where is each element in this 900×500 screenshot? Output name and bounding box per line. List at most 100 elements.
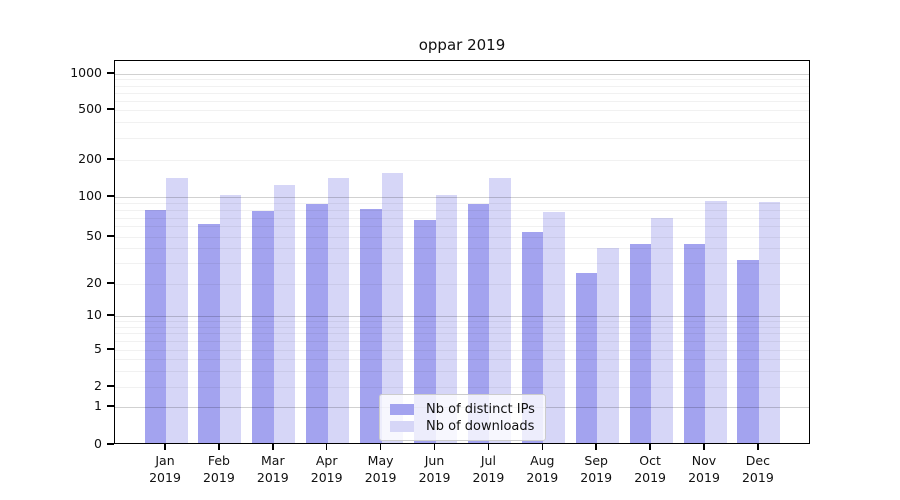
bar-distinct-ips: [144, 210, 166, 443]
x-axis-tick: [433, 444, 436, 450]
bar-downloads: [705, 201, 727, 443]
gridline-minor: [115, 85, 809, 87]
x-tick-label-line: Jun: [424, 453, 445, 468]
x-axis-tick: [487, 444, 490, 450]
chart-title: oppar 2019: [418, 36, 506, 54]
gridline-minor: [115, 79, 809, 81]
y-axis-tick: [107, 443, 114, 445]
y-axis-tick: [107, 195, 114, 197]
bar-distinct-ips: [414, 219, 436, 443]
x-tick-label: Jun 2019: [408, 452, 462, 486]
x-axis-tick: [379, 444, 382, 450]
x-tick-label-line: 2019: [688, 470, 720, 485]
legend-entry-distinct-ips: Nb of distinct IPs: [390, 401, 535, 417]
bar-distinct-ips: [306, 204, 328, 443]
x-tick-label-line: 2019: [202, 470, 235, 485]
y-tick-label: 1: [94, 398, 102, 413]
bar-downloads: [166, 178, 188, 443]
y-tick-label: 1000: [70, 65, 102, 80]
y-tick-label: 10: [86, 307, 102, 322]
x-tick-label-line: 2019: [741, 470, 774, 485]
x-tick-label-line: 2019: [364, 470, 397, 485]
bar-distinct-ips: [521, 231, 544, 443]
x-tick-label-line: 2019: [418, 470, 451, 485]
y-tick-label: 2: [94, 378, 102, 393]
bar-downloads: [435, 195, 457, 443]
x-tick-label: Sep 2019: [569, 452, 623, 486]
x-tick-label-line: Dec: [745, 453, 770, 468]
gridline-minor: [115, 100, 809, 102]
x-tick-label-line: Nov: [691, 453, 717, 468]
y-axis-tick: [107, 314, 114, 316]
y-tick-label: 0: [94, 436, 102, 451]
bar-distinct-ips: [467, 204, 490, 443]
bar-downloads: [273, 185, 296, 443]
y-axis-tick: [107, 282, 114, 284]
legend: Nb of distinct IPs Nb of downloads: [379, 394, 546, 441]
bar-downloads: [381, 172, 404, 443]
x-tick-label: Jul 2019: [461, 452, 515, 486]
x-axis-tick: [325, 444, 328, 450]
x-tick-label: Jan 2019: [138, 452, 192, 486]
bar-downloads: [489, 178, 511, 443]
x-tick-label-line: May: [367, 453, 394, 468]
bar-downloads: [219, 195, 242, 443]
gridline-minor: [115, 160, 809, 161]
y-axis-tick: [107, 108, 114, 110]
x-tick-label: May 2019: [354, 452, 408, 486]
x-tick-label: Mar 2019: [246, 452, 300, 486]
x-tick-label-line: Sep: [584, 453, 608, 468]
bar-distinct-ips: [252, 210, 274, 443]
bar-downloads: [651, 218, 673, 443]
x-tick-label-line: 2019: [634, 470, 666, 485]
x-tick-label: Nov 2019: [677, 452, 731, 486]
x-tick-label: Feb 2019: [192, 452, 246, 486]
x-tick-label: Apr 2019: [300, 452, 354, 486]
x-axis-tick: [541, 444, 544, 450]
x-axis-tick: [757, 444, 759, 450]
gridline-minor: [115, 122, 809, 124]
gridline-minor: [115, 137, 809, 139]
x-tick-label-line: 2019: [472, 470, 505, 485]
y-tick-label: 5: [94, 341, 102, 356]
y-axis-tick: [107, 235, 114, 237]
legend-label-distinct-ips: Nb of distinct IPs: [426, 401, 535, 417]
y-axis-tick: [107, 158, 114, 160]
x-axis-tick: [272, 444, 274, 450]
bar-distinct-ips: [683, 243, 705, 443]
bar-downloads: [327, 178, 350, 443]
x-tick-label-line: Mar: [261, 453, 285, 468]
bar-downloads: [597, 247, 619, 443]
x-tick-label: Aug 2019: [515, 452, 569, 486]
x-tick-label-line: 2019: [580, 470, 613, 485]
x-axis-tick: [218, 444, 220, 450]
bar-distinct-ips: [737, 259, 759, 443]
gridline-minor: [115, 92, 809, 94]
x-tick-label-line: Feb: [207, 453, 230, 468]
gridline-major: [115, 74, 809, 75]
x-axis-tick: [164, 444, 166, 450]
x-tick-label-line: Oct: [639, 453, 661, 468]
x-tick-label-line: 2019: [256, 470, 289, 485]
x-tick-label-line: Apr: [315, 453, 338, 468]
bar-distinct-ips: [629, 243, 652, 443]
legend-swatch-downloads: [390, 420, 414, 432]
x-tick-label: Dec 2019: [731, 452, 785, 486]
bar-distinct-ips: [575, 272, 598, 443]
legend-entry-downloads: Nb of downloads: [390, 418, 535, 434]
x-tick-label: Oct 2019: [623, 452, 677, 486]
y-tick-label: 500: [78, 101, 102, 116]
y-tick-label: 100: [78, 188, 102, 203]
bar-downloads: [758, 202, 781, 443]
x-tick-label-line: 2019: [149, 470, 181, 485]
gridline-minor: [115, 110, 809, 111]
x-tick-label-line: Jul: [480, 453, 496, 468]
bar-distinct-ips: [198, 224, 220, 443]
y-axis-tick: [107, 72, 114, 74]
plot-area: [114, 60, 810, 444]
x-axis-tick: [649, 444, 651, 450]
bar-distinct-ips: [360, 209, 382, 443]
x-tick-label-line: 2019: [310, 470, 343, 485]
x-tick-label-line: Aug: [530, 453, 555, 468]
